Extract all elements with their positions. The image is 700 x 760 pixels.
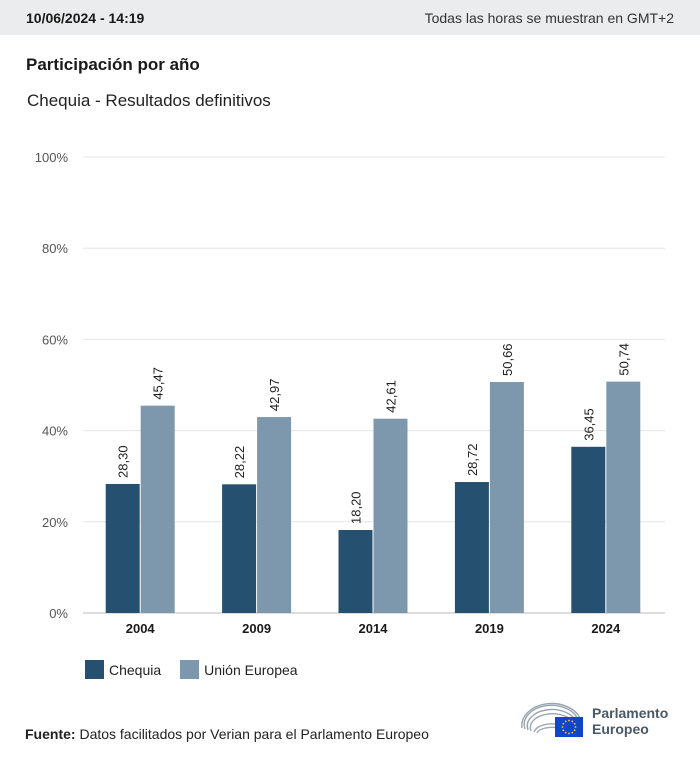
chart-subtitle: Chequia - Resultados definitivos	[27, 91, 271, 110]
parliament-logo: Parlamento Europeo	[520, 702, 668, 740]
data-label-chequia-2004: 28,30	[116, 445, 131, 478]
bar-chequia-2009	[222, 484, 257, 613]
source-footer: Fuente: Datos facilitados por Verian par…	[25, 726, 429, 742]
y-tick-label-100: 100%	[35, 150, 69, 165]
turnout-bar-chart: 0% 20% 40% 60% 80% 100% 28,30 45,47 2004 28,22 42,…	[35, 150, 665, 636]
chart-legend: Chequia Unión Europea	[85, 660, 317, 679]
x-tick-label-2004: 2004	[126, 621, 156, 636]
data-label-uni-n-europea-2019: 50,66	[500, 343, 515, 376]
bar-chequia-2014	[338, 530, 373, 613]
y-tick-label-80: 80%	[42, 241, 68, 256]
data-label-uni-n-europea-2004: 45,47	[151, 367, 166, 400]
bar-uni-n-europea-2019	[489, 381, 524, 613]
legend-label-union-europea: Unión Europea	[204, 661, 298, 678]
logo-line-1: Parlamento	[592, 705, 669, 721]
bar-uni-n-europea-2014	[373, 418, 408, 613]
bar-uni-n-europea-2024	[606, 381, 641, 613]
source-text: Datos facilitados por Verian para el Par…	[79, 726, 429, 742]
y-tick-label-0: 0%	[49, 606, 68, 621]
bar-chequia-2019	[454, 482, 489, 613]
data-label-uni-n-europea-2014: 42,61	[384, 380, 399, 413]
data-label-chequia-2019: 28,72	[465, 443, 480, 476]
data-label-chequia-2014: 18,20	[349, 491, 364, 524]
data-label-chequia-2024: 36,45	[581, 408, 596, 441]
legend-item-union-europea[interactable]: Unión Europea	[180, 660, 298, 679]
bar-chequia-2024	[571, 446, 606, 613]
y-tick-label-60: 60%	[42, 332, 68, 347]
european-parliament-logo-icon	[521, 702, 583, 737]
timezone-note: Todas las horas se muestran en GMT+2	[424, 9, 674, 26]
x-tick-label-2009: 2009	[242, 621, 271, 636]
x-tick-label-2014: 2014	[359, 621, 389, 636]
data-label-uni-n-europea-2024: 50,74	[616, 343, 631, 376]
x-tick-label-2019: 2019	[475, 621, 504, 636]
data-label-chequia-2009: 28,22	[232, 446, 247, 479]
top-bar: 10/06/2024 - 14:19 Todas las horas se mu…	[0, 0, 700, 35]
legend-label-chequia: Chequia	[109, 661, 162, 678]
logo-line-2: Europeo	[592, 721, 649, 737]
legend-swatch-chequia	[85, 660, 104, 679]
x-tick-label-2024: 2024	[591, 621, 621, 636]
y-tick-label-20: 20%	[42, 515, 68, 530]
legend-swatch-union-europea	[180, 660, 200, 679]
bar-uni-n-europea-2004	[140, 405, 175, 613]
y-tick-label-40: 40%	[42, 424, 68, 439]
legend-item-chequia[interactable]: Chequia	[85, 660, 161, 679]
chart-title: Participación por año	[26, 55, 200, 74]
bar-uni-n-europea-2009	[257, 417, 292, 613]
data-label-uni-n-europea-2009: 42,97	[267, 379, 282, 412]
bar-chequia-2004	[105, 483, 140, 613]
update-datetime: 10/06/2024 - 14:19	[26, 9, 145, 26]
source-label: Fuente:	[25, 726, 76, 742]
